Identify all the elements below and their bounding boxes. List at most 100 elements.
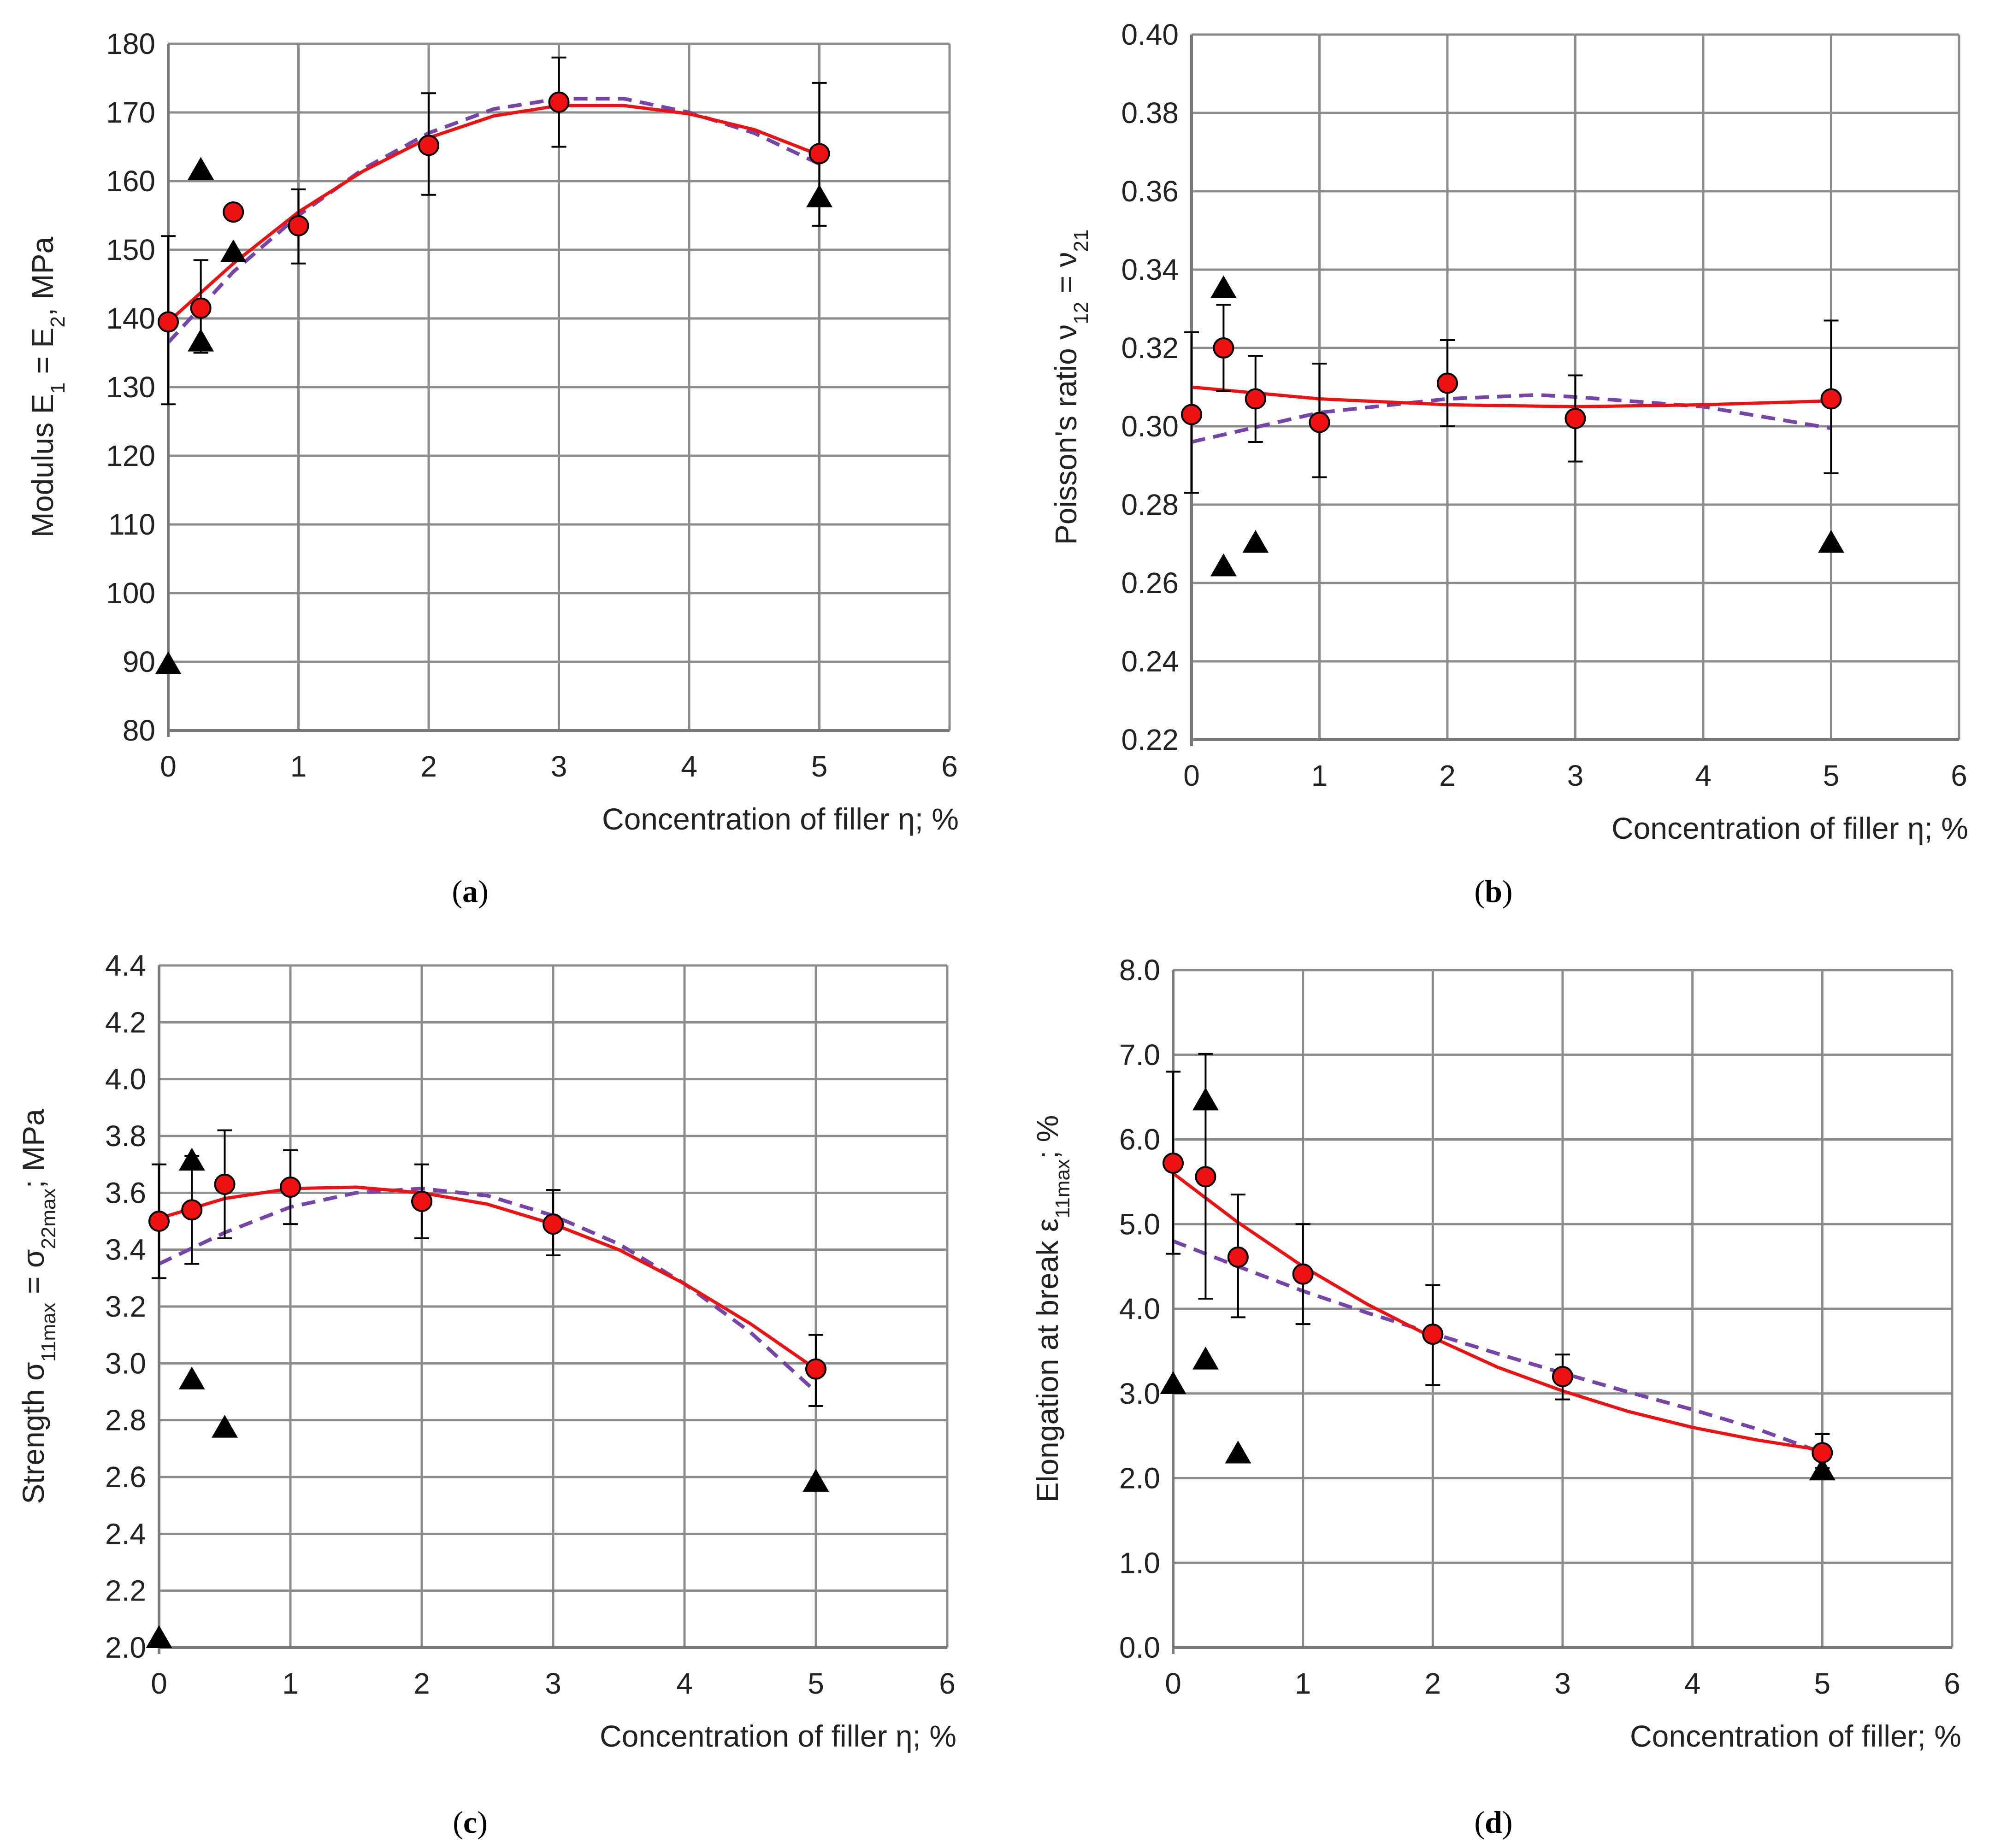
dashed-fit-curve [158,1187,817,1393]
x-tick-label: 0 [160,750,177,783]
triangle-point [1210,275,1237,298]
caption-a: (a) [452,874,489,909]
circle-point [1163,1152,1184,1174]
y-tick-label: 1.0 [1119,1546,1160,1579]
solid-fit-curve [1172,1172,1823,1452]
circle-point [158,311,179,333]
y-tick-label: 0.32 [1121,331,1179,365]
y-tick-label: 3.2 [105,1290,146,1323]
y-tick-label: 150 [106,233,155,266]
dashed-fit-curve [1191,393,1832,444]
x-tick-label: 0 [1165,1667,1181,1700]
circle-point [1309,412,1330,433]
x-tick-label: 3 [1554,1667,1571,1700]
y-tick-label: 3.4 [105,1233,146,1266]
circle-point [1552,1366,1573,1387]
y-axis-label: Modulus E1 = E2, MPa [25,236,69,537]
triangle-point [146,1625,172,1648]
x-tick-label: 6 [1944,1667,1960,1700]
solid-fit-curve [167,104,820,324]
circle-point [1812,1442,1833,1464]
y-tick-label: 2.8 [105,1404,146,1437]
y-tick-label: 3.6 [105,1176,146,1209]
chart-panel-d: 0.0 1.0 2.0 3.0 4.0 5.0 6.0 7.0 8.0 0 1 2 3 4 5 6 Concen… [1030,953,1961,1753]
y-tick-label: 0.24 [1121,645,1179,678]
y-tick-label: 0.34 [1121,253,1179,286]
caption-d: (d) [1474,1805,1513,1840]
circle-point [1245,388,1266,410]
y-axis-label: Strength σ11max = σ22max; MPa [16,1109,60,1504]
x-tick-label: 4 [676,1667,693,1700]
x-tick-label: 2 [1439,759,1456,792]
x-axis-label: Concentration of filler η; % [600,1719,956,1753]
chart-panel-a: 80 90 100 110 120 130 140 150 160 170 180 0 1 2 3 4 5 6 Co… [25,27,959,836]
y-tick-label: 160 [106,165,155,198]
circle-point [1195,1166,1216,1188]
x-tick-label: 2 [1425,1667,1441,1700]
x-tick-label: 6 [939,1667,956,1700]
y-tick-label: 4.0 [105,1063,146,1096]
x-tick-label: 5 [1823,759,1840,792]
caption-c: (c) [453,1805,488,1840]
circle-point [1437,372,1458,394]
circle-point [1422,1324,1444,1345]
y-tick-label: 8.0 [1119,953,1160,987]
circle-point [288,215,309,236]
y-tick-label: 130 [106,371,155,404]
gridlines [158,964,949,1649]
gridlines [1172,969,1954,1649]
y-tick-label: 90 [123,645,155,678]
y-tick-label: 0.22 [1121,723,1179,756]
x-tick-label: 4 [1695,759,1712,792]
x-tick-label: 5 [808,1667,824,1700]
x-tick-label: 0 [151,1667,167,1700]
x-tick-label: 0 [1183,759,1200,792]
triangle-point [1192,1087,1219,1111]
triangle-point [220,239,247,262]
y-tick-label: 170 [106,96,155,129]
chart-panel-c: 2.0 2.2 2.4 2.6 2.8 3.0 3.2 3.4 3.6 3.8 4.0 4.2 4.4 0… [16,949,956,1753]
triangle-point [155,651,182,674]
y-tick-label: 0.28 [1121,488,1179,521]
circle-point [805,1358,826,1380]
dashed-fit-curve [167,97,820,344]
x-tick-label: 2 [413,1667,430,1700]
triangle-point [188,157,214,180]
circle-point [411,1190,432,1212]
dashed-fit-curve [1172,1239,1823,1455]
y-tick-label: 4.4 [105,949,146,982]
x-tick-label: 5 [1814,1667,1831,1700]
y-tick-label: 140 [106,302,155,335]
circle-point [809,143,830,165]
y-tick-label: 0.38 [1121,96,1179,129]
y-tick-label: 2.2 [105,1574,146,1607]
x-tick-label: 4 [681,750,697,783]
triangle-point [178,1366,205,1389]
x-tick-label: 1 [282,1667,299,1700]
chart-panel-b: 0.22 0.24 0.26 0.28 0.30 0.32 0.34 0.36 0.38 0.40… [1049,18,1968,845]
y-tick-label: 100 [106,577,155,610]
triangle-point [1192,1347,1219,1370]
circle-point [1213,337,1234,359]
triangle-point [1809,1457,1836,1481]
y-tick-label: 0.0 [1119,1631,1160,1664]
y-tick-label: 180 [106,27,155,60]
circle-point [548,91,570,113]
y-tick-label: 7.0 [1119,1038,1160,1071]
x-tick-label: 3 [545,1667,561,1700]
y-tick-label: 4.0 [1119,1292,1160,1325]
y-tick-label: 2.0 [105,1631,146,1664]
y-tick-label: 4.2 [105,1006,146,1039]
x-tick-label: 4 [1684,1667,1701,1700]
circle-point [1292,1263,1314,1285]
circle-point [1564,408,1586,429]
circle-point [223,201,244,223]
y-axis-label: Poisson's ratio ν12 = ν21 [1049,230,1092,545]
y-tick-label: 6.0 [1119,1123,1160,1156]
solid-fit-curve [1191,385,1831,408]
x-tick-label: 1 [290,750,307,783]
x-axis-label: Concentration of filler; % [1630,1719,1961,1753]
caption-b: (b) [1474,874,1513,909]
y-axis-label: Elongation at break ε11max; % [1030,1115,1074,1503]
